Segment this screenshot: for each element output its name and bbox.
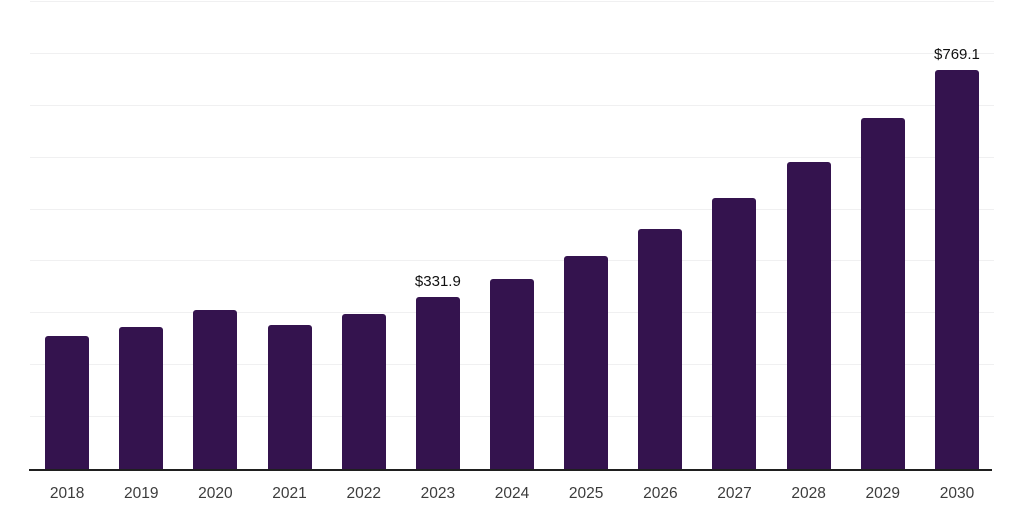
bar-2020[interactable] [193, 310, 238, 469]
bar-slot-2026 [623, 2, 697, 469]
bar-2024[interactable] [490, 278, 535, 469]
x-tick-2020: 2020 [198, 485, 233, 502]
bar-2028[interactable] [786, 162, 831, 469]
bar-2019[interactable] [119, 326, 164, 469]
x-tick-2021: 2021 [272, 485, 307, 502]
x-tick-2030: 2030 [939, 485, 975, 502]
gridline-900 [30, 1, 994, 2]
bar-2027[interactable] [712, 198, 757, 469]
bars-row: $331.9 $769.1 [30, 2, 994, 469]
bar-2023[interactable] [415, 296, 460, 469]
plot-area: $331.9 $769.1 [29, 1, 994, 471]
gridline-600 [30, 156, 994, 158]
bar-slot-2018 [30, 2, 104, 469]
bar-slot-2024 [475, 2, 549, 469]
data-label-2023: $331.9 [414, 272, 461, 290]
bar-slot-2029 [846, 2, 920, 469]
gridline-400 [30, 260, 994, 262]
x-tick-2022: 2022 [346, 485, 381, 502]
x-tick-2028: 2028 [791, 485, 826, 502]
x-tick-2025: 2025 [568, 485, 604, 502]
x-tick-2024: 2024 [494, 485, 530, 502]
bar-slot-2020 [178, 2, 252, 469]
data-label-2030: $769.1 [934, 45, 980, 63]
bar-2025[interactable] [564, 256, 609, 469]
bar-2018[interactable] [45, 335, 90, 469]
gridline-500 [30, 208, 994, 210]
bar-2021[interactable] [267, 325, 312, 469]
bar-slot-2028 [772, 2, 846, 469]
bar-2022[interactable] [341, 314, 386, 469]
x-tick-2029: 2029 [865, 485, 901, 502]
x-tick-2019: 2019 [123, 485, 159, 502]
x-tick-2026: 2026 [643, 485, 678, 502]
bar-slot-2019 [104, 2, 178, 469]
bar-slot-2030: $769.1 [920, 2, 994, 469]
bar-2030[interactable] [934, 69, 979, 469]
x-tick-2027: 2027 [717, 485, 752, 502]
bar-2029[interactable] [860, 118, 905, 469]
bar-slot-2023: $331.9 [401, 2, 475, 469]
bar-slot-2027 [697, 2, 771, 469]
gridline-700 [30, 104, 994, 106]
x-axis-labels: 2018 2019 2020 2021 2022 2023 2024 2025 2026 2027… [30, 484, 994, 504]
bar-2026[interactable] [638, 229, 683, 469]
gridline-800 [30, 52, 994, 54]
x-axis-line [29, 469, 992, 471]
bar-slot-2022 [327, 2, 401, 469]
bar-slot-2021 [252, 2, 326, 469]
x-tick-2018: 2018 [49, 485, 85, 502]
x-tick-2023: 2023 [420, 485, 456, 502]
bar-slot-2025 [549, 2, 623, 469]
